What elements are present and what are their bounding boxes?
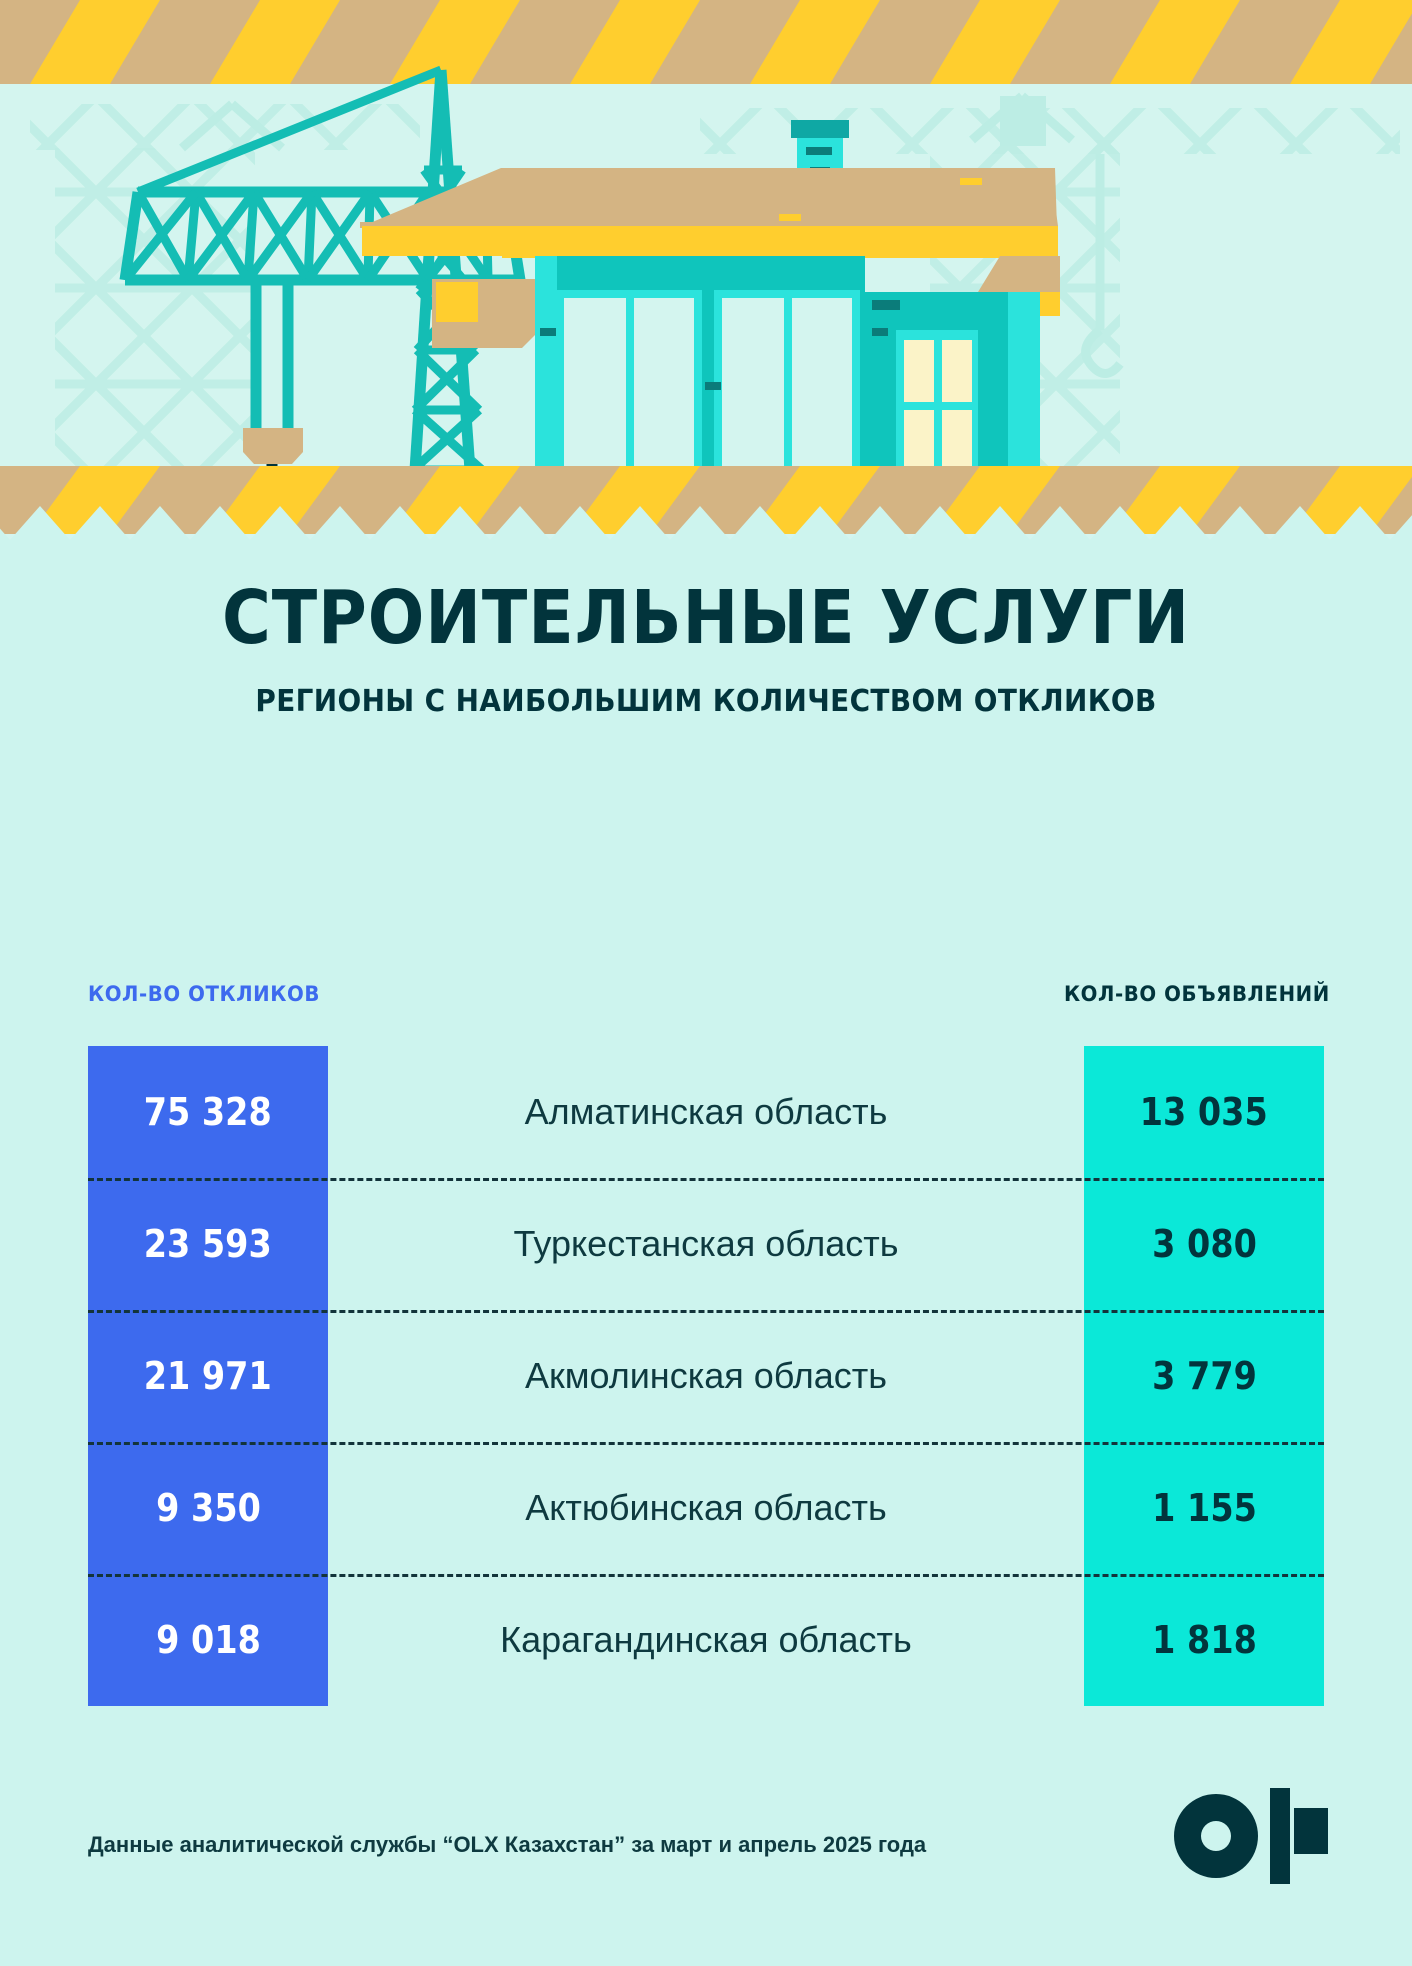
cell-responses: 9 018 (88, 1574, 328, 1706)
region-name: Туркестанская область (513, 1223, 899, 1264)
ads-value: 1 818 (1151, 1618, 1257, 1662)
olx-logo-icon (1174, 1788, 1328, 1884)
olx-x-glyph (1294, 1808, 1328, 1854)
responses-value: 23 593 (144, 1222, 272, 1266)
cell-ads: 3 779 (1084, 1310, 1324, 1442)
crane-counterweight (432, 279, 540, 348)
region-name: Акмолинская область (524, 1355, 888, 1396)
cell-region: Акмолинская область (328, 1310, 1084, 1442)
house-door (896, 330, 978, 476)
page-subtitle: РЕГИОНЫ С НАИБОЛЬШИМ КОЛИЧЕСТВОМ ОТКЛИКО… (255, 683, 1157, 719)
olx-o-glyph (1174, 1794, 1258, 1878)
page-title: СТРОИТЕЛЬНЫЕ УСЛУГИ (221, 575, 1191, 661)
construction-scene-svg (0, 0, 1412, 540)
region-name: Актюбинская область (525, 1487, 887, 1528)
ads-value: 1 155 (1151, 1486, 1257, 1530)
ads-value: 3 779 (1151, 1354, 1257, 1398)
roof-main (363, 168, 1058, 226)
roof-trim (362, 226, 1058, 256)
zigzag-edge (0, 506, 1412, 540)
cell-ads: 13 035 (1084, 1046, 1324, 1178)
header-illustration (0, 0, 1412, 540)
column-header-ads: КОЛ-ВО ОБЪЯВЛЕНИЙ (1064, 982, 1330, 1006)
cell-ads: 1 155 (1084, 1442, 1324, 1574)
responses-value: 21 971 (144, 1354, 272, 1398)
regions-table: 75 328 Алматинская область 13 035 23 593… (88, 1046, 1324, 1706)
background-hook (1081, 154, 1124, 378)
column-header-responses: КОЛ-ВО ОТКЛИКОВ (88, 982, 320, 1006)
top-caution-stripes (0, 0, 1412, 84)
cell-responses: 21 971 (88, 1310, 328, 1442)
cell-region: Карагандинская область (328, 1574, 1084, 1706)
cell-region: Актюбинская область (328, 1442, 1084, 1574)
olx-l-glyph (1270, 1788, 1290, 1884)
olx-logo (1172, 1788, 1332, 1889)
title-block: СТРОИТЕЛЬНЫЕ УСЛУГИ РЕГИОНЫ С НАИБОЛЬШИМ… (0, 575, 1412, 719)
region-name: Карагандинская область (500, 1619, 912, 1660)
cell-responses: 75 328 (88, 1046, 328, 1178)
house (360, 120, 1060, 476)
responses-value: 75 328 (144, 1090, 272, 1134)
region-name: Алматинская область (524, 1091, 888, 1132)
table-row: 9 350 Актюбинская область 1 155 (88, 1442, 1324, 1574)
cell-ads: 1 818 (1084, 1574, 1324, 1706)
cell-ads: 3 080 (1084, 1178, 1324, 1310)
bottom-caution-stripes (0, 466, 1412, 540)
responses-value: 9 018 (155, 1618, 261, 1662)
ads-value: 13 035 (1140, 1090, 1268, 1134)
house-windows (556, 290, 860, 476)
cell-responses: 23 593 (88, 1178, 328, 1310)
table-row: 21 971 Акмолинская область 3 779 (88, 1310, 1324, 1442)
cell-region: Алматинская область (328, 1046, 1084, 1178)
table-row: 23 593 Туркестанская область 3 080 (88, 1178, 1324, 1310)
table-column-headers: КОЛ-ВО ОТКЛИКОВ КОЛ-ВО ОБЪЯВЛЕНИЙ (0, 982, 1412, 1016)
responses-value: 9 350 (155, 1486, 261, 1530)
footer-source-note: Данные аналитической службы “OLX Казахст… (88, 1832, 927, 1857)
table-row: 9 018 Карагандинская область 1 818 (88, 1574, 1324, 1706)
table-row: 75 328 Алматинская область 13 035 (88, 1046, 1324, 1178)
cell-responses: 9 350 (88, 1442, 328, 1574)
ads-value: 3 080 (1151, 1222, 1257, 1266)
cell-region: Туркестанская область (328, 1178, 1084, 1310)
wall-flecks (540, 300, 900, 390)
